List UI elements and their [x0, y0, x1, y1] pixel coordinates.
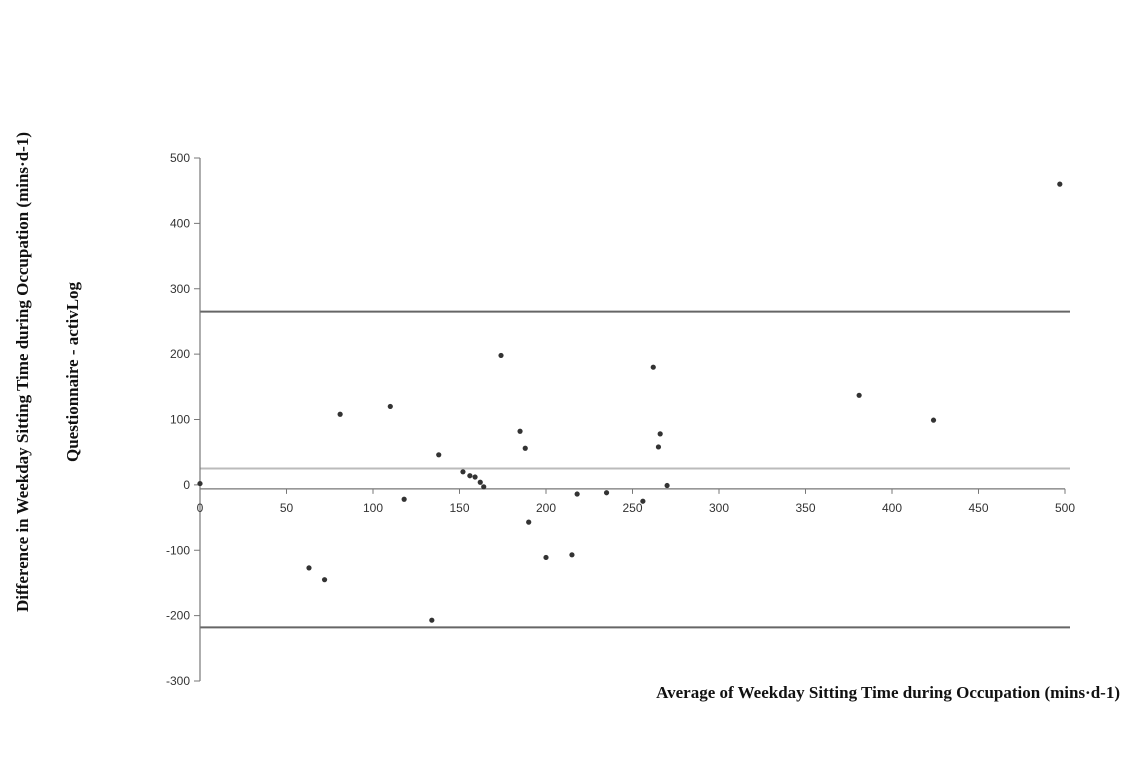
data-point: [640, 498, 646, 504]
x-tick-label: 500: [1055, 501, 1075, 515]
data-point: [664, 482, 670, 489]
data-point: [337, 411, 343, 417]
data-point: [1057, 181, 1063, 187]
data-point: [930, 417, 937, 423]
data-point: [517, 428, 523, 434]
data-point: [477, 479, 483, 485]
data-point: [498, 352, 504, 359]
y-tick-label: 0: [183, 478, 190, 492]
data-point: [603, 490, 610, 496]
data-point: [306, 565, 312, 571]
y-tick-label: -300: [166, 674, 190, 688]
y-axis-label-line1: Difference in Weekday Sitting Time durin…: [13, 132, 32, 612]
data-point: [197, 480, 203, 487]
data-point: [650, 364, 656, 370]
x-tick-label: 100: [363, 501, 383, 515]
data-points: [197, 181, 1063, 623]
x-tick-label: 200: [536, 501, 556, 515]
data-point: [387, 403, 393, 410]
x-axis-label: Average of Weekday Sitting Time during O…: [656, 683, 1120, 702]
data-point: [657, 431, 663, 437]
data-point: [467, 473, 473, 479]
data-point: [401, 496, 407, 502]
x-tick-label: 350: [795, 501, 815, 515]
y-tick-label: 300: [170, 282, 190, 296]
y-axis-label-line2: Questionnaire - activLog: [63, 281, 82, 462]
y-tick-label: -200: [166, 609, 190, 623]
data-point: [569, 552, 575, 558]
y-tick-label: 400: [170, 216, 190, 230]
y-tick-label: 100: [170, 413, 190, 427]
x-tick-label: 300: [709, 501, 729, 515]
y-axis-ticks: 500 400 300 200 100 0 -100 -200 -300: [166, 151, 200, 688]
data-point: [574, 491, 580, 497]
reference-lines: [200, 310, 1070, 629]
data-point: [543, 554, 549, 561]
data-point: [526, 519, 532, 525]
y-tick-label: -100: [166, 543, 190, 557]
data-point: [655, 444, 662, 450]
x-tick-label: 400: [882, 501, 902, 515]
x-axis-ticks: 0 50 100 150 200 250 300 350 400 450 500: [197, 488, 1075, 515]
data-point: [460, 469, 466, 475]
x-tick-label: 50: [280, 501, 294, 515]
x-tick-label: 450: [968, 501, 988, 515]
data-point: [522, 445, 528, 451]
data-point: [481, 484, 487, 490]
data-point: [856, 392, 862, 398]
data-point: [321, 577, 328, 583]
x-tick-label: 0: [197, 501, 204, 515]
y-tick-label: 200: [170, 347, 190, 361]
y-tick-label: 500: [170, 151, 190, 165]
data-point: [429, 617, 435, 623]
data-point: [436, 452, 442, 458]
x-tick-label: 150: [449, 501, 469, 515]
data-point: [472, 474, 478, 480]
x-tick-label: 250: [622, 501, 642, 515]
